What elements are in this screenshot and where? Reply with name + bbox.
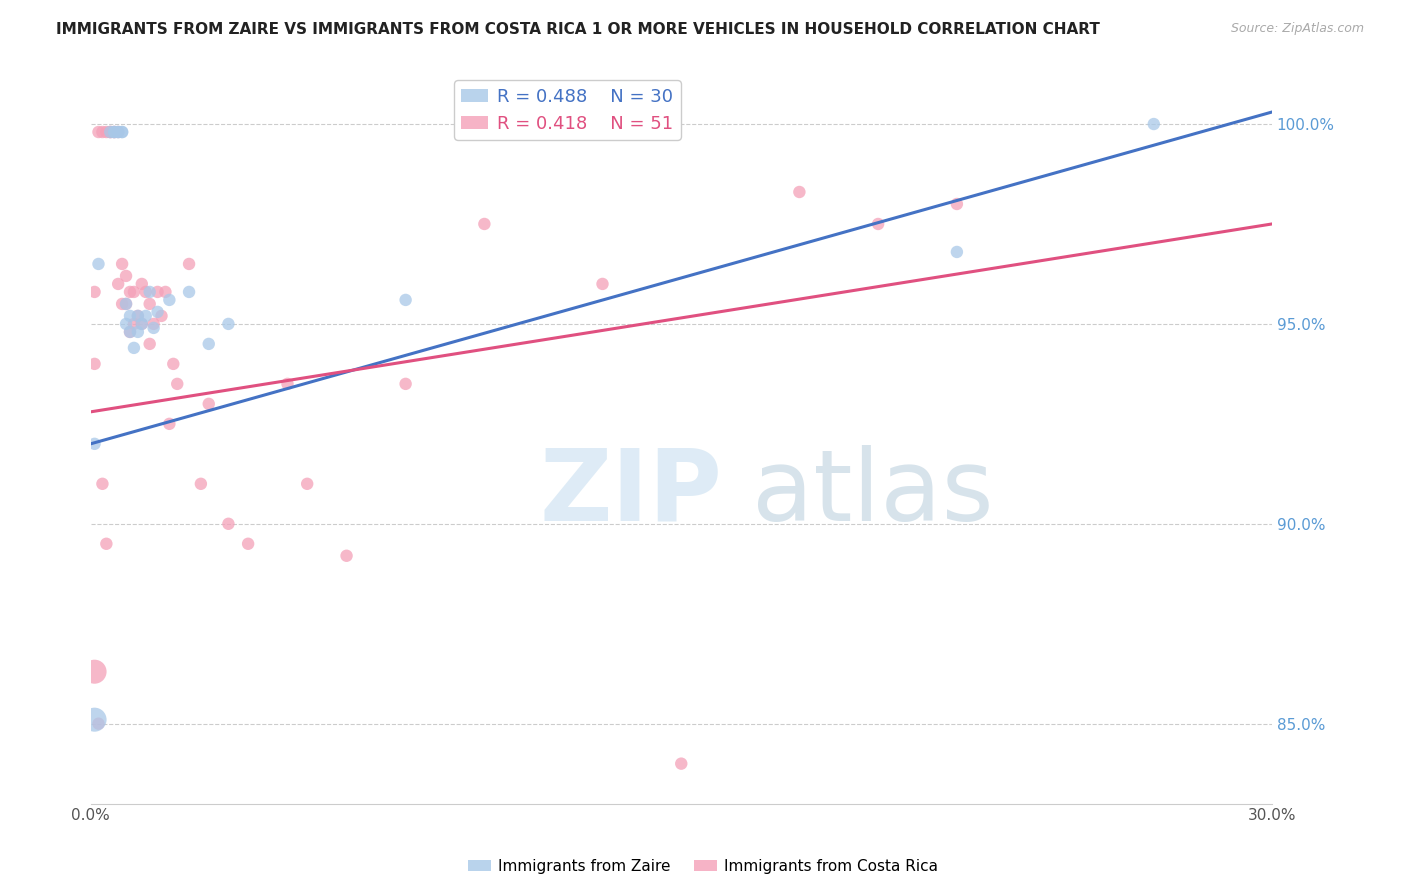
- Point: [107, 277, 129, 291]
- Point: [122, 317, 145, 331]
- Point: [127, 309, 149, 323]
- Point: [118, 309, 141, 323]
- Point: [115, 317, 138, 331]
- Point: [115, 297, 138, 311]
- Point: [592, 277, 614, 291]
- Point: [111, 257, 134, 271]
- Point: [142, 317, 165, 331]
- Legend: Immigrants from Zaire, Immigrants from Costa Rica: Immigrants from Zaire, Immigrants from C…: [461, 853, 945, 880]
- Point: [107, 125, 129, 139]
- Point: [83, 285, 105, 299]
- Point: [190, 476, 212, 491]
- Point: [111, 125, 134, 139]
- Point: [127, 325, 149, 339]
- Point: [166, 376, 188, 391]
- Point: [138, 285, 160, 299]
- Point: [83, 713, 105, 727]
- Point: [142, 321, 165, 335]
- Point: [107, 125, 129, 139]
- Point: [394, 376, 416, 391]
- Point: [118, 285, 141, 299]
- Point: [83, 665, 105, 679]
- Point: [177, 285, 200, 299]
- Point: [83, 357, 105, 371]
- Point: [87, 257, 110, 271]
- Point: [295, 476, 318, 491]
- Point: [91, 476, 114, 491]
- Point: [236, 537, 259, 551]
- Point: [111, 125, 134, 139]
- Point: [135, 285, 157, 299]
- Point: [87, 125, 110, 139]
- Point: [107, 125, 129, 139]
- Point: [217, 516, 239, 531]
- Point: [394, 293, 416, 307]
- Point: [91, 125, 114, 139]
- Point: [87, 716, 110, 731]
- Point: [103, 125, 125, 139]
- Point: [118, 325, 141, 339]
- Text: atlas: atlas: [752, 444, 994, 541]
- Point: [217, 317, 239, 331]
- Text: Source: ZipAtlas.com: Source: ZipAtlas.com: [1230, 22, 1364, 36]
- Point: [83, 437, 105, 451]
- Point: [127, 309, 149, 323]
- Point: [146, 305, 169, 319]
- Text: ZIP: ZIP: [540, 444, 723, 541]
- Point: [103, 125, 125, 139]
- Point: [122, 285, 145, 299]
- Point: [1143, 117, 1166, 131]
- Point: [157, 417, 180, 431]
- Text: IMMIGRANTS FROM ZAIRE VS IMMIGRANTS FROM COSTA RICA 1 OR MORE VEHICLES IN HOUSEH: IMMIGRANTS FROM ZAIRE VS IMMIGRANTS FROM…: [56, 22, 1099, 37]
- Point: [946, 244, 969, 259]
- Point: [111, 297, 134, 311]
- Point: [157, 293, 180, 307]
- Point: [131, 277, 153, 291]
- Point: [138, 297, 160, 311]
- Point: [98, 125, 121, 139]
- Point: [276, 376, 298, 391]
- Point: [197, 397, 219, 411]
- Point: [946, 197, 969, 211]
- Point: [868, 217, 890, 231]
- Point: [118, 325, 141, 339]
- Point: [135, 309, 157, 323]
- Point: [103, 125, 125, 139]
- Point: [671, 756, 693, 771]
- Point: [474, 217, 496, 231]
- Point: [131, 317, 153, 331]
- Point: [789, 185, 811, 199]
- Point: [155, 285, 177, 299]
- Point: [98, 125, 121, 139]
- Point: [335, 549, 357, 563]
- Point: [96, 537, 118, 551]
- Point: [122, 341, 145, 355]
- Point: [146, 285, 169, 299]
- Point: [553, 117, 575, 131]
- Point: [162, 357, 184, 371]
- Point: [115, 297, 138, 311]
- Legend: R = 0.488    N = 30, R = 0.418    N = 51: R = 0.488 N = 30, R = 0.418 N = 51: [454, 80, 681, 140]
- Point: [138, 337, 160, 351]
- Point: [131, 317, 153, 331]
- Point: [98, 125, 121, 139]
- Point: [115, 268, 138, 283]
- Point: [177, 257, 200, 271]
- Point: [150, 309, 173, 323]
- Point: [96, 125, 118, 139]
- Point: [197, 337, 219, 351]
- Point: [103, 125, 125, 139]
